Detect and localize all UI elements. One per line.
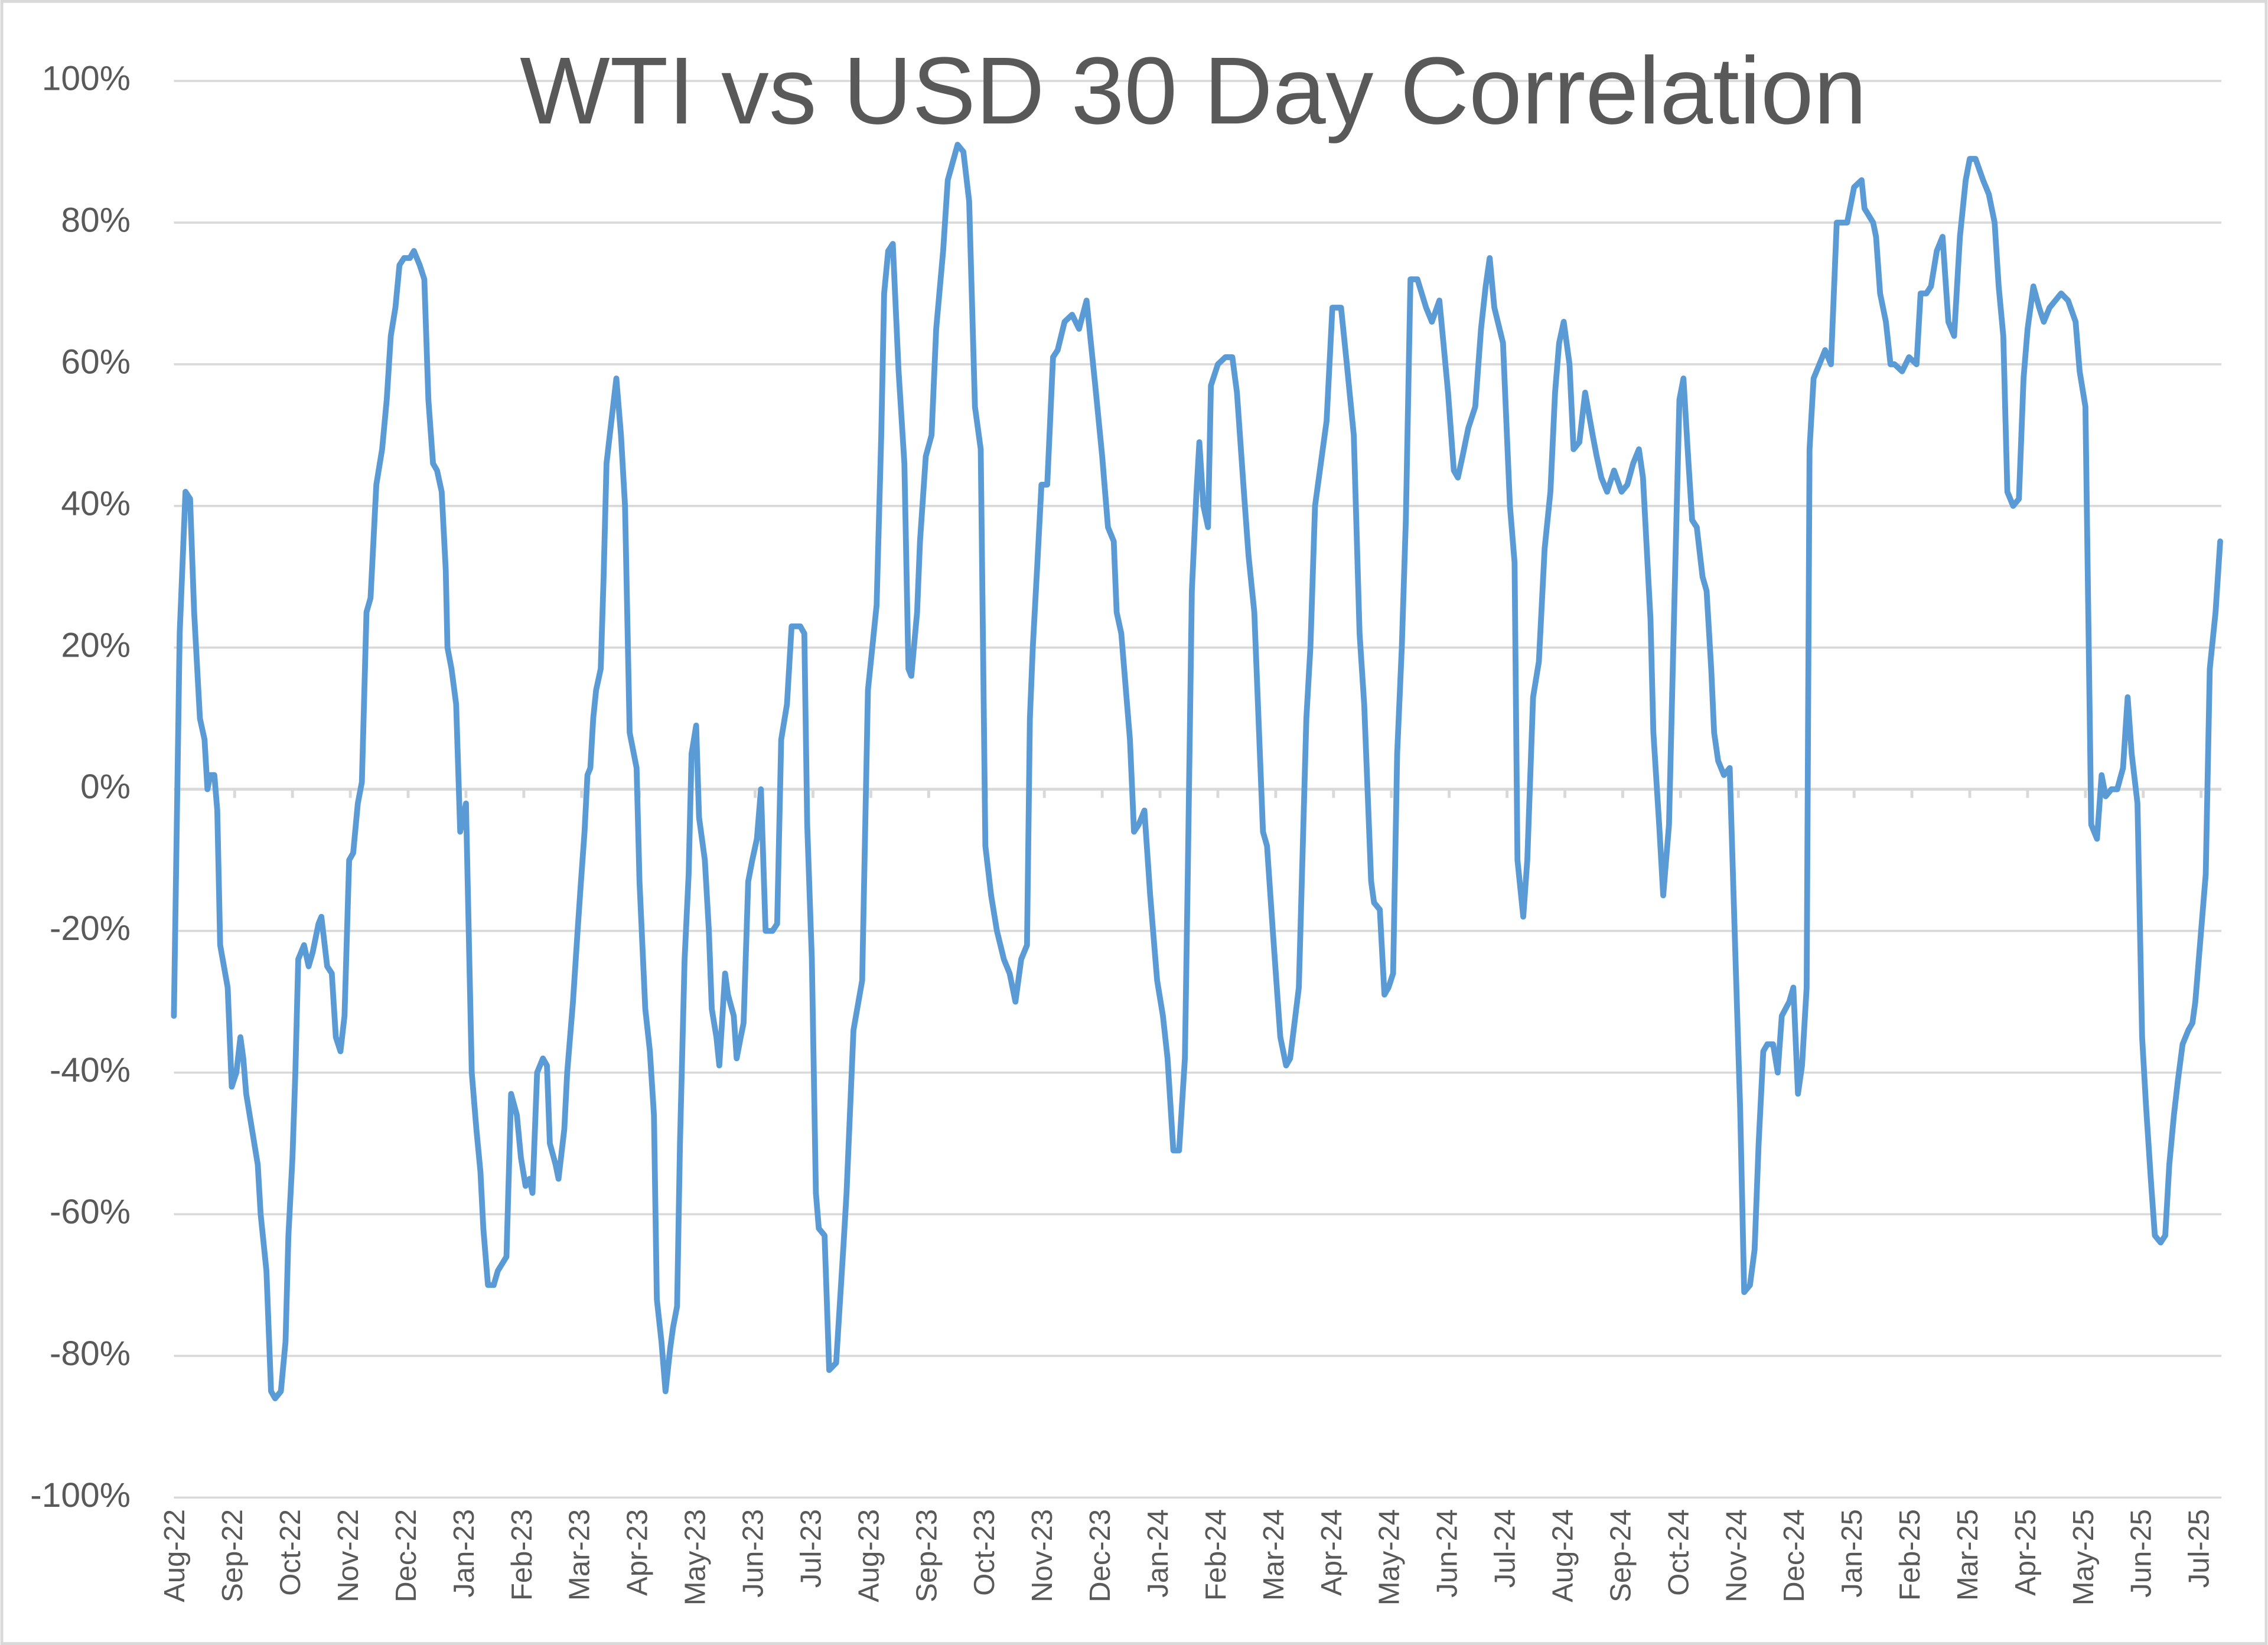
- plot: [171, 142, 2223, 1402]
- x-tick-label: Mar-25: [1952, 1509, 1984, 1601]
- y-tick-label: -80%: [50, 1334, 131, 1373]
- y-tick-label: 100%: [42, 60, 131, 98]
- x-tick-label: Mar-24: [1258, 1509, 1290, 1601]
- x-tick-label: Jul-25: [2184, 1509, 2215, 1588]
- x-tick-label: Sep-24: [1605, 1509, 1637, 1602]
- x-tick-label: Oct-24: [1663, 1509, 1695, 1596]
- x-tick-label: Dec-22: [390, 1509, 422, 1602]
- y-tick-label: 80%: [61, 201, 131, 240]
- x-tick-label: Nov-24: [1720, 1509, 1752, 1602]
- x-tick-label: May-23: [680, 1509, 712, 1605]
- x-tick-label: Jan-25: [1836, 1509, 1868, 1598]
- y-tick-label: 20%: [61, 626, 131, 664]
- x-tick-label: Mar-23: [564, 1509, 596, 1601]
- data-line: [171, 142, 2223, 1402]
- chart-title: WTI vs USD 30 Day Correlation: [520, 38, 1866, 144]
- x-tick-label: Feb-24: [1200, 1509, 1232, 1601]
- y-tick-label: 0%: [80, 768, 131, 806]
- x-tick-label: Sep-23: [911, 1509, 943, 1602]
- x-tick-label: Oct-23: [969, 1509, 1001, 1596]
- grid: -100% -80% -60% -40% -20% 0% 20% 40% 60% 80% 100% A…: [30, 60, 2222, 1605]
- x-tick-label: Apr-23: [622, 1509, 654, 1596]
- x-tick-label: Aug-22: [159, 1509, 191, 1602]
- x-tick-label: Feb-25: [1894, 1509, 1926, 1601]
- x-tick-label: Aug-24: [1547, 1509, 1579, 1602]
- x-tick-label: Aug-23: [853, 1509, 885, 1602]
- x-tick-label: Jun-25: [2126, 1509, 2158, 1598]
- x-tick-label: Dec-24: [1778, 1509, 1810, 1602]
- x-tick-label: Nov-22: [333, 1509, 364, 1602]
- x-tick-label: Jan-24: [1142, 1509, 1174, 1598]
- x-tick-label: Feb-23: [506, 1509, 538, 1601]
- y-tick-label: -40%: [50, 1051, 131, 1089]
- y-tick-label: -20%: [50, 909, 131, 948]
- x-tick-label: Oct-22: [275, 1509, 307, 1596]
- x-tick-label: Jul-23: [795, 1509, 827, 1588]
- x-tick-label: May-24: [1374, 1509, 1406, 1605]
- x-tick-label: Sep-22: [217, 1509, 249, 1602]
- x-tick-label: Jun-23: [738, 1509, 770, 1598]
- x-tick-label: Apr-25: [2010, 1509, 2042, 1596]
- x-tick-label: Nov-23: [1027, 1509, 1058, 1602]
- x-tick-label: Apr-24: [1316, 1509, 1348, 1596]
- x-tick-label: May-25: [2068, 1509, 2100, 1605]
- y-tick-label: 60%: [61, 342, 131, 381]
- x-tick-label: Jul-24: [1490, 1509, 1521, 1588]
- y-tick-label: -100%: [30, 1476, 131, 1515]
- x-tick-label: Dec-23: [1084, 1509, 1116, 1602]
- y-tick-label: -60%: [50, 1193, 131, 1231]
- x-tick-label: Jan-23: [448, 1509, 480, 1598]
- x-tick-label: Jun-24: [1432, 1509, 1464, 1598]
- y-tick-label: 40%: [61, 484, 131, 523]
